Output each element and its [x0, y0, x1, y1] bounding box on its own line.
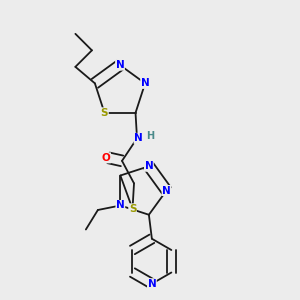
- Text: N: N: [148, 279, 156, 289]
- Text: N: N: [134, 134, 143, 143]
- Text: N: N: [141, 78, 149, 88]
- Text: H: H: [146, 131, 154, 141]
- Text: N: N: [116, 200, 125, 211]
- Text: S: S: [129, 204, 136, 214]
- Text: N: N: [116, 60, 124, 70]
- Text: S: S: [101, 108, 108, 118]
- Text: N: N: [145, 161, 153, 171]
- Text: N: N: [162, 185, 171, 196]
- Text: O: O: [102, 153, 110, 163]
